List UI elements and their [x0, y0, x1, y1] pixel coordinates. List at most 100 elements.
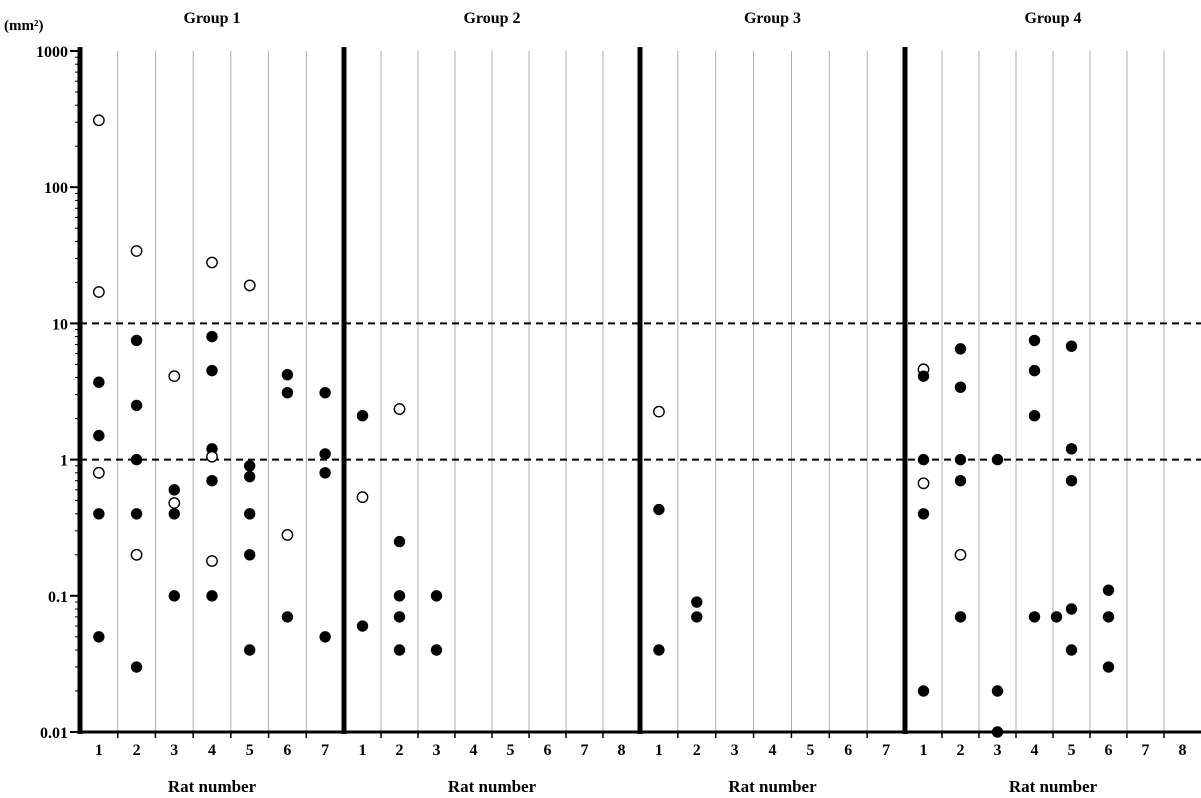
data-point-open [168, 497, 181, 509]
data-point-filled [1065, 474, 1078, 487]
x-tick-labels: 1 2 3 4 5 6 7 1 2 3 4 5 6 7 8 1 2 3 4 5 6 7 1 2 3 4 5 6 7 8 [95, 742, 1187, 759]
data-point-filled [1065, 340, 1078, 352]
data-point-filled [1028, 410, 1041, 422]
x-axis-labels: Rat number Rat number Rat number Rat number [168, 777, 1098, 796]
data-point-open [653, 405, 665, 418]
axes [70, 47, 1201, 738]
data-point-filled [206, 474, 218, 487]
x-tick-label: 4 [470, 742, 478, 759]
data-point-filled [393, 535, 406, 548]
data-point-filled [430, 644, 443, 656]
x-tick-label: 2 [957, 742, 965, 759]
data-point-filled [130, 399, 143, 412]
x-tick-label: 5 [1068, 742, 1076, 759]
data-point-filled [93, 429, 105, 442]
data-point-filled [691, 611, 703, 623]
data-point-open [243, 279, 256, 292]
data-point-filled [319, 386, 331, 399]
data-point-filled [1028, 611, 1041, 623]
data-point-filled [1065, 644, 1078, 656]
data-point-filled [319, 631, 331, 643]
y-tick-label: 1000 [36, 44, 68, 61]
x-tick-label: 7 [882, 742, 890, 759]
x-tick-label: 6 [1105, 742, 1113, 759]
group-title: Group 2 [463, 10, 520, 27]
data-point-filled [356, 410, 369, 422]
y-tick-label: 100 [44, 180, 68, 197]
data-point-filled [93, 376, 105, 388]
x-tick-label: 8 [618, 742, 626, 759]
data-point-open [206, 256, 218, 269]
data-point-filled [954, 381, 967, 393]
x-tick-label: 6 [544, 742, 552, 759]
data-point-filled [1065, 603, 1078, 615]
x-tick-label: 2 [396, 742, 404, 759]
data-point-open [92, 466, 105, 479]
x-tick-label: 8 [1179, 742, 1187, 759]
data-point-filled [1065, 443, 1078, 455]
x-tick-label: 3 [433, 742, 441, 759]
x-tick-label: 3 [994, 742, 1002, 759]
data-point-filled [244, 644, 256, 656]
x-tick-label: 5 [507, 742, 515, 759]
y-tick-label: 1 [60, 453, 68, 470]
data-point-open [92, 114, 105, 127]
group-titles: Group 1 Group 2 Group 3 Group 4 [183, 10, 1081, 27]
data-point-open [92, 286, 105, 298]
data-point-filled [653, 644, 665, 656]
data-point-filled [691, 596, 703, 608]
data-point-filled [917, 508, 930, 520]
data-point-filled [1028, 334, 1041, 347]
data-point-filled [991, 685, 1004, 697]
data-point-filled [130, 508, 143, 520]
data-point-open [130, 548, 143, 561]
data-point-filled [168, 484, 180, 496]
data-point-filled [281, 611, 294, 623]
data-point-filled [1050, 611, 1063, 623]
x-axis-label: Rat number [728, 777, 817, 796]
data-point-filled [1102, 584, 1115, 596]
data-point-filled [954, 453, 967, 466]
data-point-filled [319, 467, 331, 479]
data-point-open [206, 555, 218, 567]
data-points [92, 114, 1115, 738]
y-tick-label: 0.1 [48, 589, 68, 606]
data-point-filled [954, 343, 967, 355]
x-tick-label: 2 [133, 742, 141, 759]
x-axis-label: Rat number [448, 777, 537, 796]
x-tick-label: 3 [170, 742, 178, 759]
y-tick-labels: 1000 100 10 1 0.1 0.01 [36, 44, 68, 742]
data-point-filled [130, 334, 143, 347]
group-title: Group 1 [183, 10, 240, 27]
data-point-filled [281, 386, 294, 399]
data-point-filled [917, 370, 930, 382]
x-tick-label: 5 [806, 742, 814, 759]
x-tick-label: 6 [283, 742, 291, 759]
data-point-filled [393, 611, 406, 623]
data-point-filled [281, 369, 294, 381]
reference-lines [80, 322, 1201, 461]
data-point-open [281, 528, 294, 541]
x-tick-label: 3 [731, 742, 739, 759]
data-point-filled [991, 726, 1004, 738]
data-point-filled [168, 590, 180, 602]
x-tick-label: 7 [1142, 742, 1150, 759]
data-point-filled [244, 460, 256, 472]
data-point-filled [206, 330, 218, 343]
group-title: Group 4 [1024, 10, 1081, 27]
data-point-open [168, 370, 181, 383]
data-point-filled [93, 508, 105, 520]
data-point-filled [917, 453, 930, 466]
x-tick-label: 2 [693, 742, 701, 759]
data-point-filled [430, 590, 443, 602]
x-tick-label: 5 [246, 742, 254, 759]
data-point-open [954, 548, 967, 561]
data-point-filled [168, 508, 180, 520]
x-axis-label: Rat number [168, 777, 257, 796]
data-point-filled [1102, 661, 1115, 673]
data-point-filled [653, 503, 665, 516]
data-point-filled [93, 631, 105, 643]
y-tick-label: 0.01 [40, 725, 68, 742]
y-unit-label: (mm²) [4, 18, 43, 34]
